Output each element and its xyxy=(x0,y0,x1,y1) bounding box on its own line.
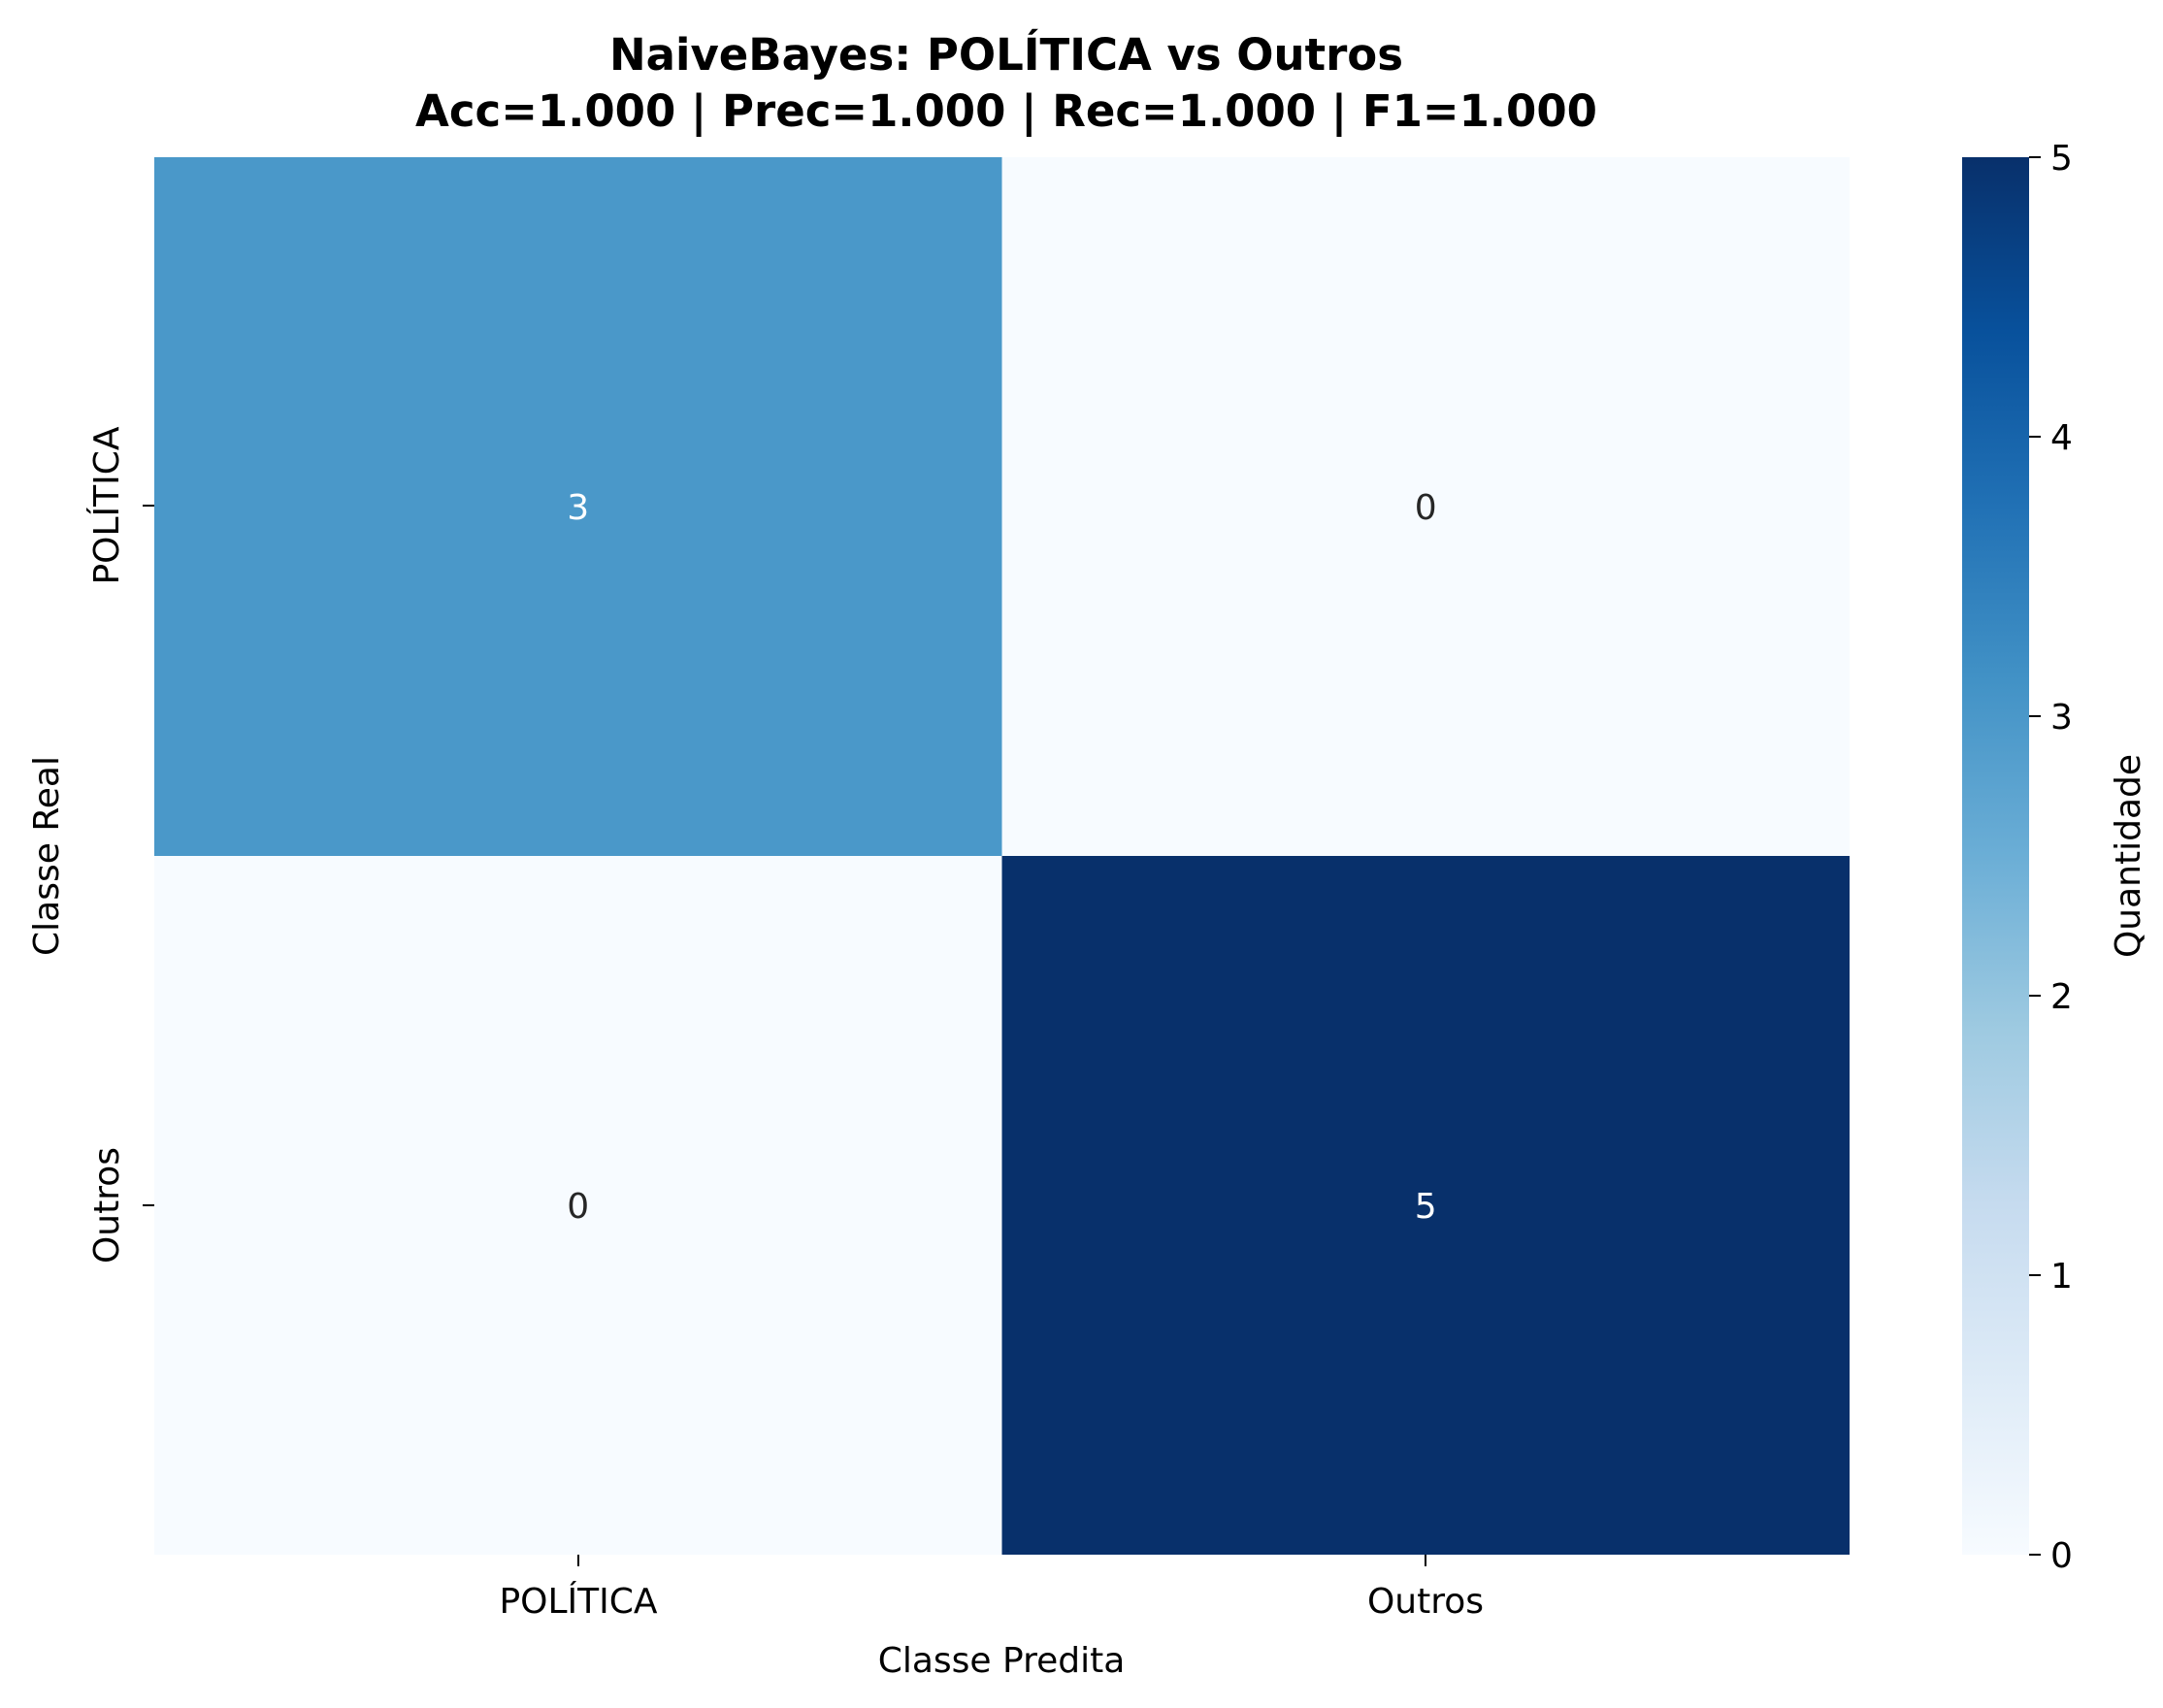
x-axis-label: Classe Predita xyxy=(878,1641,1126,1681)
x-tick-label-politica: POLÍTICA xyxy=(499,1581,657,1622)
x-tick-label-outros: Outros xyxy=(1367,1582,1484,1622)
heatmap-cell-r0-c0 xyxy=(154,157,1002,856)
chart-title-line-2: Acc=1.000 | Prec=1.000 | Rec=1.000 | F1=… xyxy=(415,85,1597,137)
heatmap-cell-label-r1-c0: 0 xyxy=(567,1187,589,1227)
axis-ticks xyxy=(143,505,1426,1566)
colorbar-ticks: 0 1 2 3 4 5 xyxy=(2029,139,2073,1576)
heatmap-cell-r1-c1 xyxy=(1001,856,1850,1555)
heatmap-cell-label-r1-c1: 5 xyxy=(1415,1187,1437,1227)
heatmap-cell-label-r0-c1: 0 xyxy=(1415,488,1437,528)
colorbar-tick-label-0: 0 xyxy=(2050,1536,2073,1576)
y-tick-label-politica: POLÍTICA xyxy=(86,426,127,584)
heatmap-cell-label-r0-c0: 3 xyxy=(567,488,589,528)
colorbar-tick-label-2: 2 xyxy=(2050,977,2073,1017)
y-tick-label-outros: Outros xyxy=(87,1147,127,1264)
colorbar-tick-label-1: 1 xyxy=(2050,1257,2073,1297)
heatmap-cell-r0-c1 xyxy=(1001,157,1850,856)
colorbar-label: Quantidade xyxy=(2109,754,2148,958)
colorbar-tick-label-5: 5 xyxy=(2050,139,2073,179)
colorbar xyxy=(1962,157,2029,1555)
y-axis-label: Classe Real xyxy=(27,756,67,956)
colorbar-tick-label-3: 3 xyxy=(2050,698,2073,738)
colorbar-tick-label-4: 4 xyxy=(2050,418,2073,458)
chart-title-line-1: NaiveBayes: POLÍTICA vs Outros xyxy=(609,29,1403,81)
heatmap-cells: 3 0 0 5 xyxy=(154,157,1850,1555)
heatmap-cell-r1-c0 xyxy=(154,856,1002,1555)
